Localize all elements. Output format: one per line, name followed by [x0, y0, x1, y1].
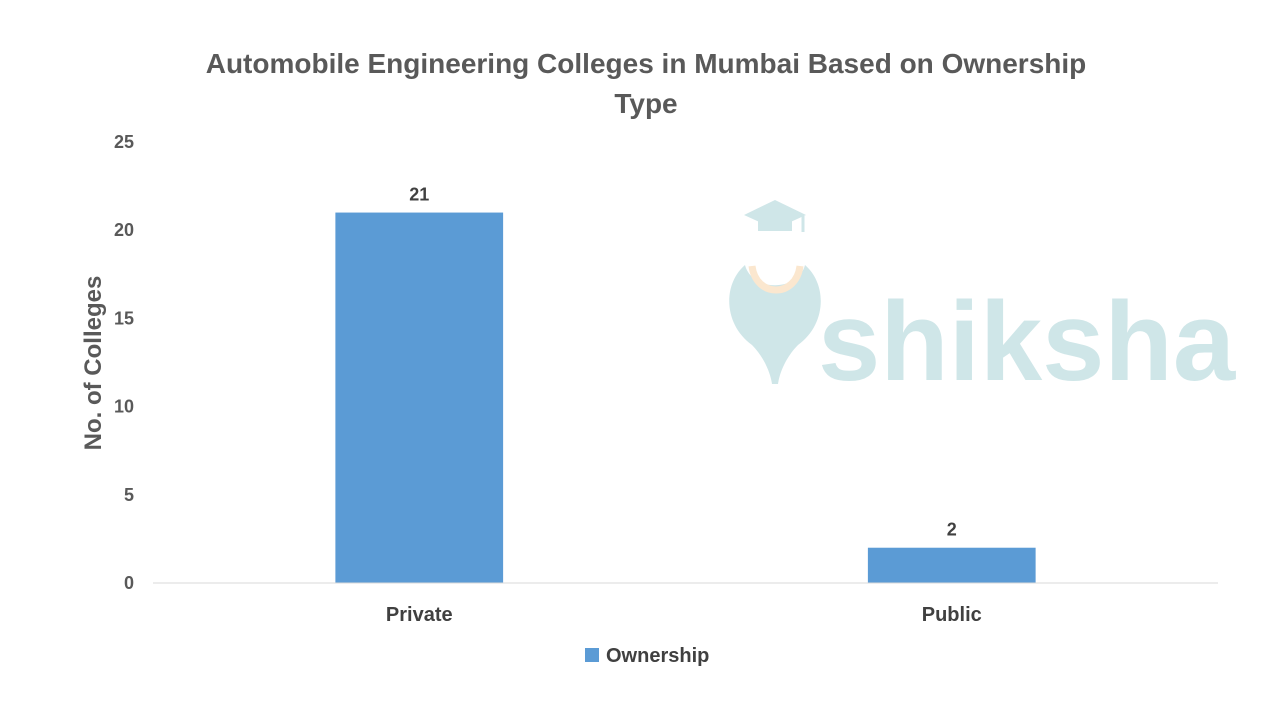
y-axis-label: No. of Colleges: [80, 276, 107, 451]
x-axis-categories: Private Public: [386, 604, 982, 626]
bar-private: [335, 212, 504, 583]
y-tick-label: 5: [124, 485, 134, 505]
x-category-label-private: Private: [386, 604, 453, 626]
graduation-cap-icon: [744, 200, 806, 232]
y-tick-label: 15: [114, 308, 134, 328]
watermark-logo: shiksha: [729, 200, 1236, 404]
y-tick-label: 0: [124, 573, 134, 593]
legend-label: Ownership: [606, 645, 709, 667]
legend: Ownership: [585, 645, 709, 667]
watermark-text: shiksha: [818, 279, 1236, 404]
x-category-label-public: Public: [922, 604, 982, 626]
pen-ring-icon: [748, 265, 804, 294]
data-label-private: 21: [409, 185, 429, 205]
bar-public: [867, 547, 1036, 583]
pen-nib-icon: [729, 265, 821, 384]
y-tick-label: 25: [114, 132, 134, 152]
chart-title-line-2: Type: [614, 88, 677, 119]
bar-series: 21 2: [335, 185, 1036, 583]
data-label-public: 2: [947, 520, 957, 540]
y-tick-label: 20: [114, 220, 134, 240]
y-tick-label: 10: [114, 397, 134, 417]
y-axis-ticks: 0 5 10 15 20 25: [114, 132, 134, 593]
chart-title-line-1: Automobile Engineering Colleges in Mumba…: [206, 48, 1087, 79]
legend-swatch: [585, 648, 599, 662]
